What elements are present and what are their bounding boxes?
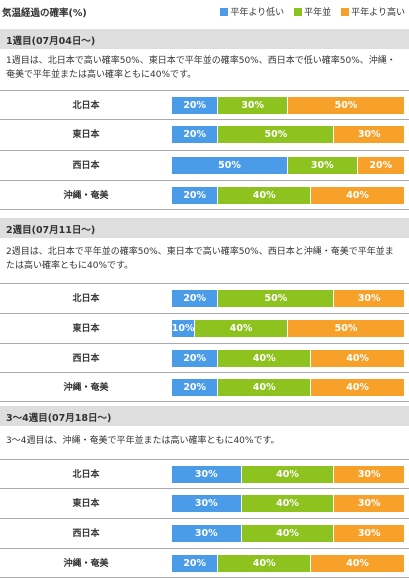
bar-segment-normal: 40% — [218, 379, 312, 396]
region-label: 沖縄・奄美 — [63, 383, 109, 393]
stacked-bar: 20% 30% 50% — [172, 97, 404, 114]
week-title-1: 1週目(07月04日～) — [6, 36, 96, 47]
legend-label-high: 平年より高い — [351, 8, 405, 18]
bar-segment-high: 30% — [334, 126, 404, 143]
legend-item-normal: 平年並 — [294, 5, 331, 18]
legend-swatch-low — [220, 7, 229, 16]
bar-segment-low: 20% — [172, 379, 219, 396]
chart-row-west-japan: 西日本 20% 40% 40% — [0, 343, 409, 372]
stacked-bar: 50% 30% 20% — [172, 157, 404, 174]
chart-row-north-japan: 北日本 20% 50% 30% — [0, 283, 409, 312]
bar-segment-high: 30% — [334, 466, 404, 483]
bar-segment-low: 20% — [172, 555, 219, 572]
legend-swatch-high — [341, 7, 350, 16]
bar-segment-low: 30% — [172, 525, 242, 542]
week-description-2: 2週目は、北日本で平年並の確率50%、東日本で高い確率50%、西日本と沖縄・奄美… — [6, 247, 394, 271]
bar-segment-high: 40% — [311, 350, 404, 367]
bar-segment-normal: 50% — [218, 290, 335, 307]
legend: 平年より低い 平年並 平年より高い — [220, 5, 405, 18]
stacked-bar: 20% 40% 40% — [172, 555, 404, 572]
title-bar: 気温経過の確率(%) 平年より低い 平年並 平年より高い — [0, 0, 409, 22]
chart-row-north-japan: 北日本 30% 40% 30% — [0, 459, 409, 488]
region-label: 西日本 — [72, 161, 100, 171]
bar-segment-normal: 30% — [218, 97, 288, 114]
stacked-bar: 20% 40% 40% — [172, 379, 404, 396]
bar-segment-high: 40% — [311, 187, 404, 204]
bar-segment-normal: 40% — [218, 350, 312, 367]
chart-row-okinawa-amami: 沖縄・奄美 20% 40% 40% — [0, 372, 409, 402]
week-header-2: 2週目(07月11日～) — [0, 218, 409, 238]
region-label: 北日本 — [72, 101, 100, 111]
bar-segment-high: 30% — [334, 495, 404, 512]
bar-segment-low: 10% — [172, 320, 196, 337]
bar-segment-normal: 40% — [218, 187, 312, 204]
bar-segment-low: 20% — [172, 97, 219, 114]
bar-segment-normal: 50% — [218, 126, 335, 143]
region-label: 沖縄・奄美 — [63, 191, 109, 201]
bar-segment-low: 50% — [172, 157, 288, 174]
region-label: 東日本 — [72, 130, 100, 140]
bar-segment-high: 30% — [334, 525, 404, 542]
stacked-bar: 10% 40% 50% — [172, 320, 404, 337]
region-label: 沖縄・奄美 — [63, 559, 109, 569]
bar-segment-normal: 40% — [241, 466, 335, 483]
page-title: 気温経過の確率(%) — [2, 8, 87, 19]
region-label: 北日本 — [72, 470, 100, 480]
legend-label-low: 平年より低い — [230, 8, 285, 18]
region-label: 西日本 — [72, 354, 100, 364]
stacked-bar: 20% 40% 40% — [172, 350, 404, 367]
stacked-bar: 20% 40% 40% — [172, 187, 404, 204]
region-label: 東日本 — [72, 499, 100, 509]
chart-row-west-japan: 西日本 30% 40% 30% — [0, 518, 409, 547]
legend-swatch-normal — [294, 7, 303, 16]
bar-segment-high: 50% — [287, 97, 404, 114]
stacked-bar: 20% 50% 30% — [172, 290, 404, 307]
chart-row-okinawa-amami: 沖縄・奄美 20% 40% 40% — [0, 548, 409, 578]
region-label: 西日本 — [72, 529, 100, 539]
bar-segment-low: 30% — [172, 466, 242, 483]
chart-row-okinawa-amami: 沖縄・奄美 20% 40% 40% — [0, 180, 409, 210]
bar-segment-high: 50% — [287, 320, 404, 337]
stacked-bar: 30% 40% 30% — [172, 495, 404, 512]
week-title-2: 2週目(07月11日～) — [6, 225, 96, 236]
bar-segment-low: 20% — [172, 350, 219, 367]
bar-segment-high: 40% — [311, 555, 404, 572]
bar-segment-normal: 30% — [288, 157, 358, 174]
bar-segment-low: 20% — [172, 187, 219, 204]
legend-label-normal: 平年並 — [304, 8, 332, 18]
stacked-bar: 30% 40% 30% — [172, 466, 404, 483]
week-description-3: 3～4週目は、沖縄・奄美で平年並または高い確率ともに40%です。 — [6, 436, 280, 446]
legend-item-high: 平年より高い — [341, 5, 405, 18]
bar-segment-normal: 40% — [218, 555, 312, 572]
week-header-1: 1週目(07月04日～) — [0, 29, 409, 49]
chart-row-west-japan: 西日本 50% 30% 20% — [0, 150, 409, 179]
bar-segment-high: 20% — [357, 157, 404, 174]
bar-segment-low: 30% — [172, 495, 242, 512]
bar-segment-normal: 40% — [241, 495, 335, 512]
chart-row-east-japan: 東日本 10% 40% 50% — [0, 313, 409, 342]
week-header-3: 3～4週目(07月18日～) — [0, 406, 409, 426]
region-label: 北日本 — [72, 294, 100, 304]
chart-row-north-japan: 北日本 20% 30% 50% — [0, 90, 409, 119]
chart-row-east-japan: 東日本 20% 50% 30% — [0, 119, 409, 148]
chart-row-east-japan: 東日本 30% 40% 30% — [0, 488, 409, 517]
stacked-bar: 20% 50% 30% — [172, 126, 404, 143]
bar-segment-high: 30% — [334, 290, 404, 307]
bar-segment-normal: 40% — [241, 525, 335, 542]
week-title-3: 3～4週目(07月18日～) — [6, 413, 112, 424]
stacked-bar: 30% 40% 30% — [172, 525, 404, 542]
bar-segment-low: 20% — [172, 126, 219, 143]
bar-segment-normal: 40% — [195, 320, 288, 337]
legend-item-low: 平年より低い — [220, 5, 284, 18]
week-description-1: 1週目は、北日本で高い確率50%、東日本で平年並の確率50%、西日本で低い確率5… — [6, 56, 396, 80]
bar-segment-low: 20% — [172, 290, 219, 307]
region-label: 東日本 — [72, 324, 100, 334]
bar-segment-high: 40% — [311, 379, 404, 396]
